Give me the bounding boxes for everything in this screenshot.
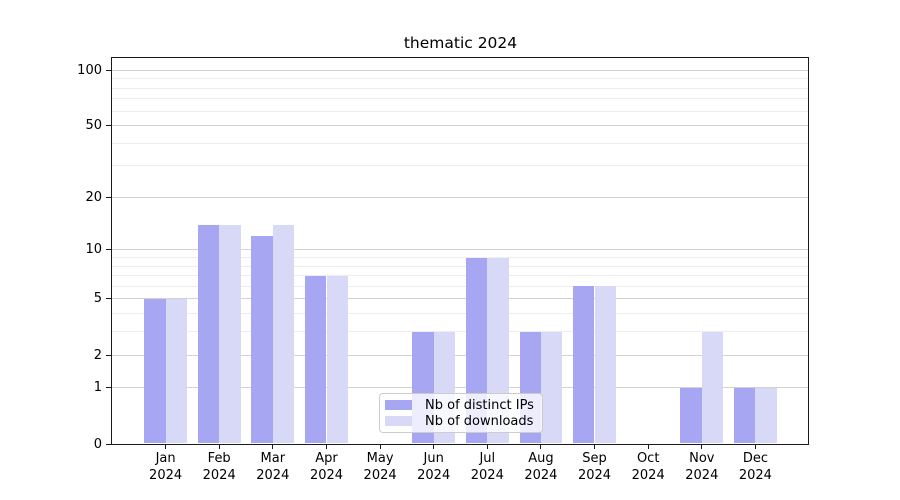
bar-nb-of-downloads-jan xyxy=(165,298,187,443)
x-tick-label-nov: Nov 2024 xyxy=(685,451,719,483)
y-tick-label-0: 0 xyxy=(93,436,102,452)
gridline-minor-9 xyxy=(112,257,809,258)
gridline-minor-3 xyxy=(112,331,809,333)
gridline-major-5 xyxy=(112,298,809,300)
x-tick-oct xyxy=(647,444,649,449)
x-tick-label-feb: Feb 2024 xyxy=(202,451,236,483)
y-tick-50 xyxy=(106,125,112,126)
gridline-minor-30 xyxy=(112,165,809,167)
x-tick-label-mar: Mar 2024 xyxy=(256,451,290,483)
x-tick-label-sep: Sep 2024 xyxy=(577,451,612,483)
bar-nb-of-distinct-ips-feb xyxy=(197,224,220,443)
y-tick-2 xyxy=(106,354,112,356)
x-tick-label-aug: Aug 2024 xyxy=(524,451,558,483)
gridline-minor-40 xyxy=(112,142,809,144)
y-tick-100 xyxy=(106,69,112,71)
x-tick-jan xyxy=(165,444,167,449)
bar-nb-of-downloads-apr xyxy=(326,275,348,443)
gridline-major-2 xyxy=(112,354,809,356)
bar-nb-of-distinct-ips-nov xyxy=(680,387,702,443)
gridline-major-1 xyxy=(112,387,809,389)
gridline-major-20 xyxy=(112,196,809,198)
gridline-minor-80 xyxy=(112,87,809,89)
bar-nb-of-distinct-ips-sep xyxy=(573,286,595,443)
chart-title: thematic 2024 xyxy=(403,34,518,52)
y-tick-label-1: 1 xyxy=(93,380,102,396)
x-tick-aug xyxy=(540,444,542,449)
legend: Nb of distinct IPs Nb of downloads xyxy=(379,393,543,433)
bar-nb-of-distinct-ips-mar xyxy=(251,236,273,443)
legend-swatch-nb-of-distinct-ips xyxy=(385,400,412,410)
y-tick-label-20: 20 xyxy=(85,189,102,205)
bar-nb-of-downloads-feb xyxy=(219,224,241,443)
x-tick-mar xyxy=(272,444,274,449)
y-tick-label-100: 100 xyxy=(77,62,102,78)
bar-nb-of-distinct-ips-apr xyxy=(305,275,327,443)
legend-item-nb-of-distinct-ips: Nb of distinct IPs xyxy=(385,397,538,413)
legend-label-nb-of-distinct-ips: Nb of distinct IPs xyxy=(425,397,534,413)
x-tick-label-dec: Dec 2024 xyxy=(738,451,772,483)
x-tick-label-jul: Jul 2024 xyxy=(470,451,504,483)
y-tick-10 xyxy=(106,249,112,251)
bar-nb-of-downloads-mar xyxy=(272,224,295,443)
legend-swatch-nb-of-downloads xyxy=(385,416,412,426)
gridline-minor-8 xyxy=(112,265,809,267)
y-tick-label-10: 10 xyxy=(85,242,102,258)
gridline-minor-60 xyxy=(112,110,809,112)
y-tick-20 xyxy=(106,196,112,198)
gridline-minor-70 xyxy=(112,98,809,100)
gridline-minor-7 xyxy=(112,275,809,277)
x-tick-apr xyxy=(326,444,327,449)
x-tick-jun xyxy=(433,444,435,449)
x-tick-label-jan: Jan 2024 xyxy=(149,451,183,483)
y-tick-label-5: 5 xyxy=(93,291,102,307)
gridline-major-10 xyxy=(112,249,809,251)
gridline-minor-90 xyxy=(112,78,809,80)
gridline-major-100 xyxy=(112,69,809,71)
y-tick-label-50: 50 xyxy=(85,118,102,133)
gridline-minor-6 xyxy=(112,285,809,287)
x-tick-feb xyxy=(218,444,220,449)
x-tick-label-may: May 2024 xyxy=(363,451,397,483)
y-tick-5 xyxy=(106,298,112,300)
x-tick-label-oct: Oct 2024 xyxy=(631,451,665,483)
bar-nb-of-downloads-sep xyxy=(594,286,616,443)
bar-nb-of-downloads-dec xyxy=(755,387,777,443)
bar-nb-of-downloads-aug xyxy=(540,331,563,443)
x-tick-sep xyxy=(594,444,595,449)
y-tick-label-2: 2 xyxy=(93,347,102,363)
y-tick-0 xyxy=(106,443,112,445)
gridline-major-50 xyxy=(112,125,809,126)
y-tick-1 xyxy=(106,387,112,389)
x-tick-label-jun: Jun 2024 xyxy=(417,451,451,483)
bar-nb-of-distinct-ips-dec xyxy=(733,387,756,443)
x-tick-label-apr: Apr 2024 xyxy=(309,451,344,483)
x-tick-jul xyxy=(486,444,488,449)
x-tick-nov xyxy=(701,444,703,449)
x-tick-dec xyxy=(754,444,756,449)
gridline-minor-4 xyxy=(112,313,809,315)
bar-nb-of-downloads-nov xyxy=(701,331,724,443)
x-tick-may xyxy=(379,444,381,449)
legend-item-nb-of-downloads: Nb of downloads xyxy=(385,413,538,429)
bar-nb-of-distinct-ips-jan xyxy=(144,298,166,443)
legend-label-nb-of-downloads: Nb of downloads xyxy=(425,413,534,429)
